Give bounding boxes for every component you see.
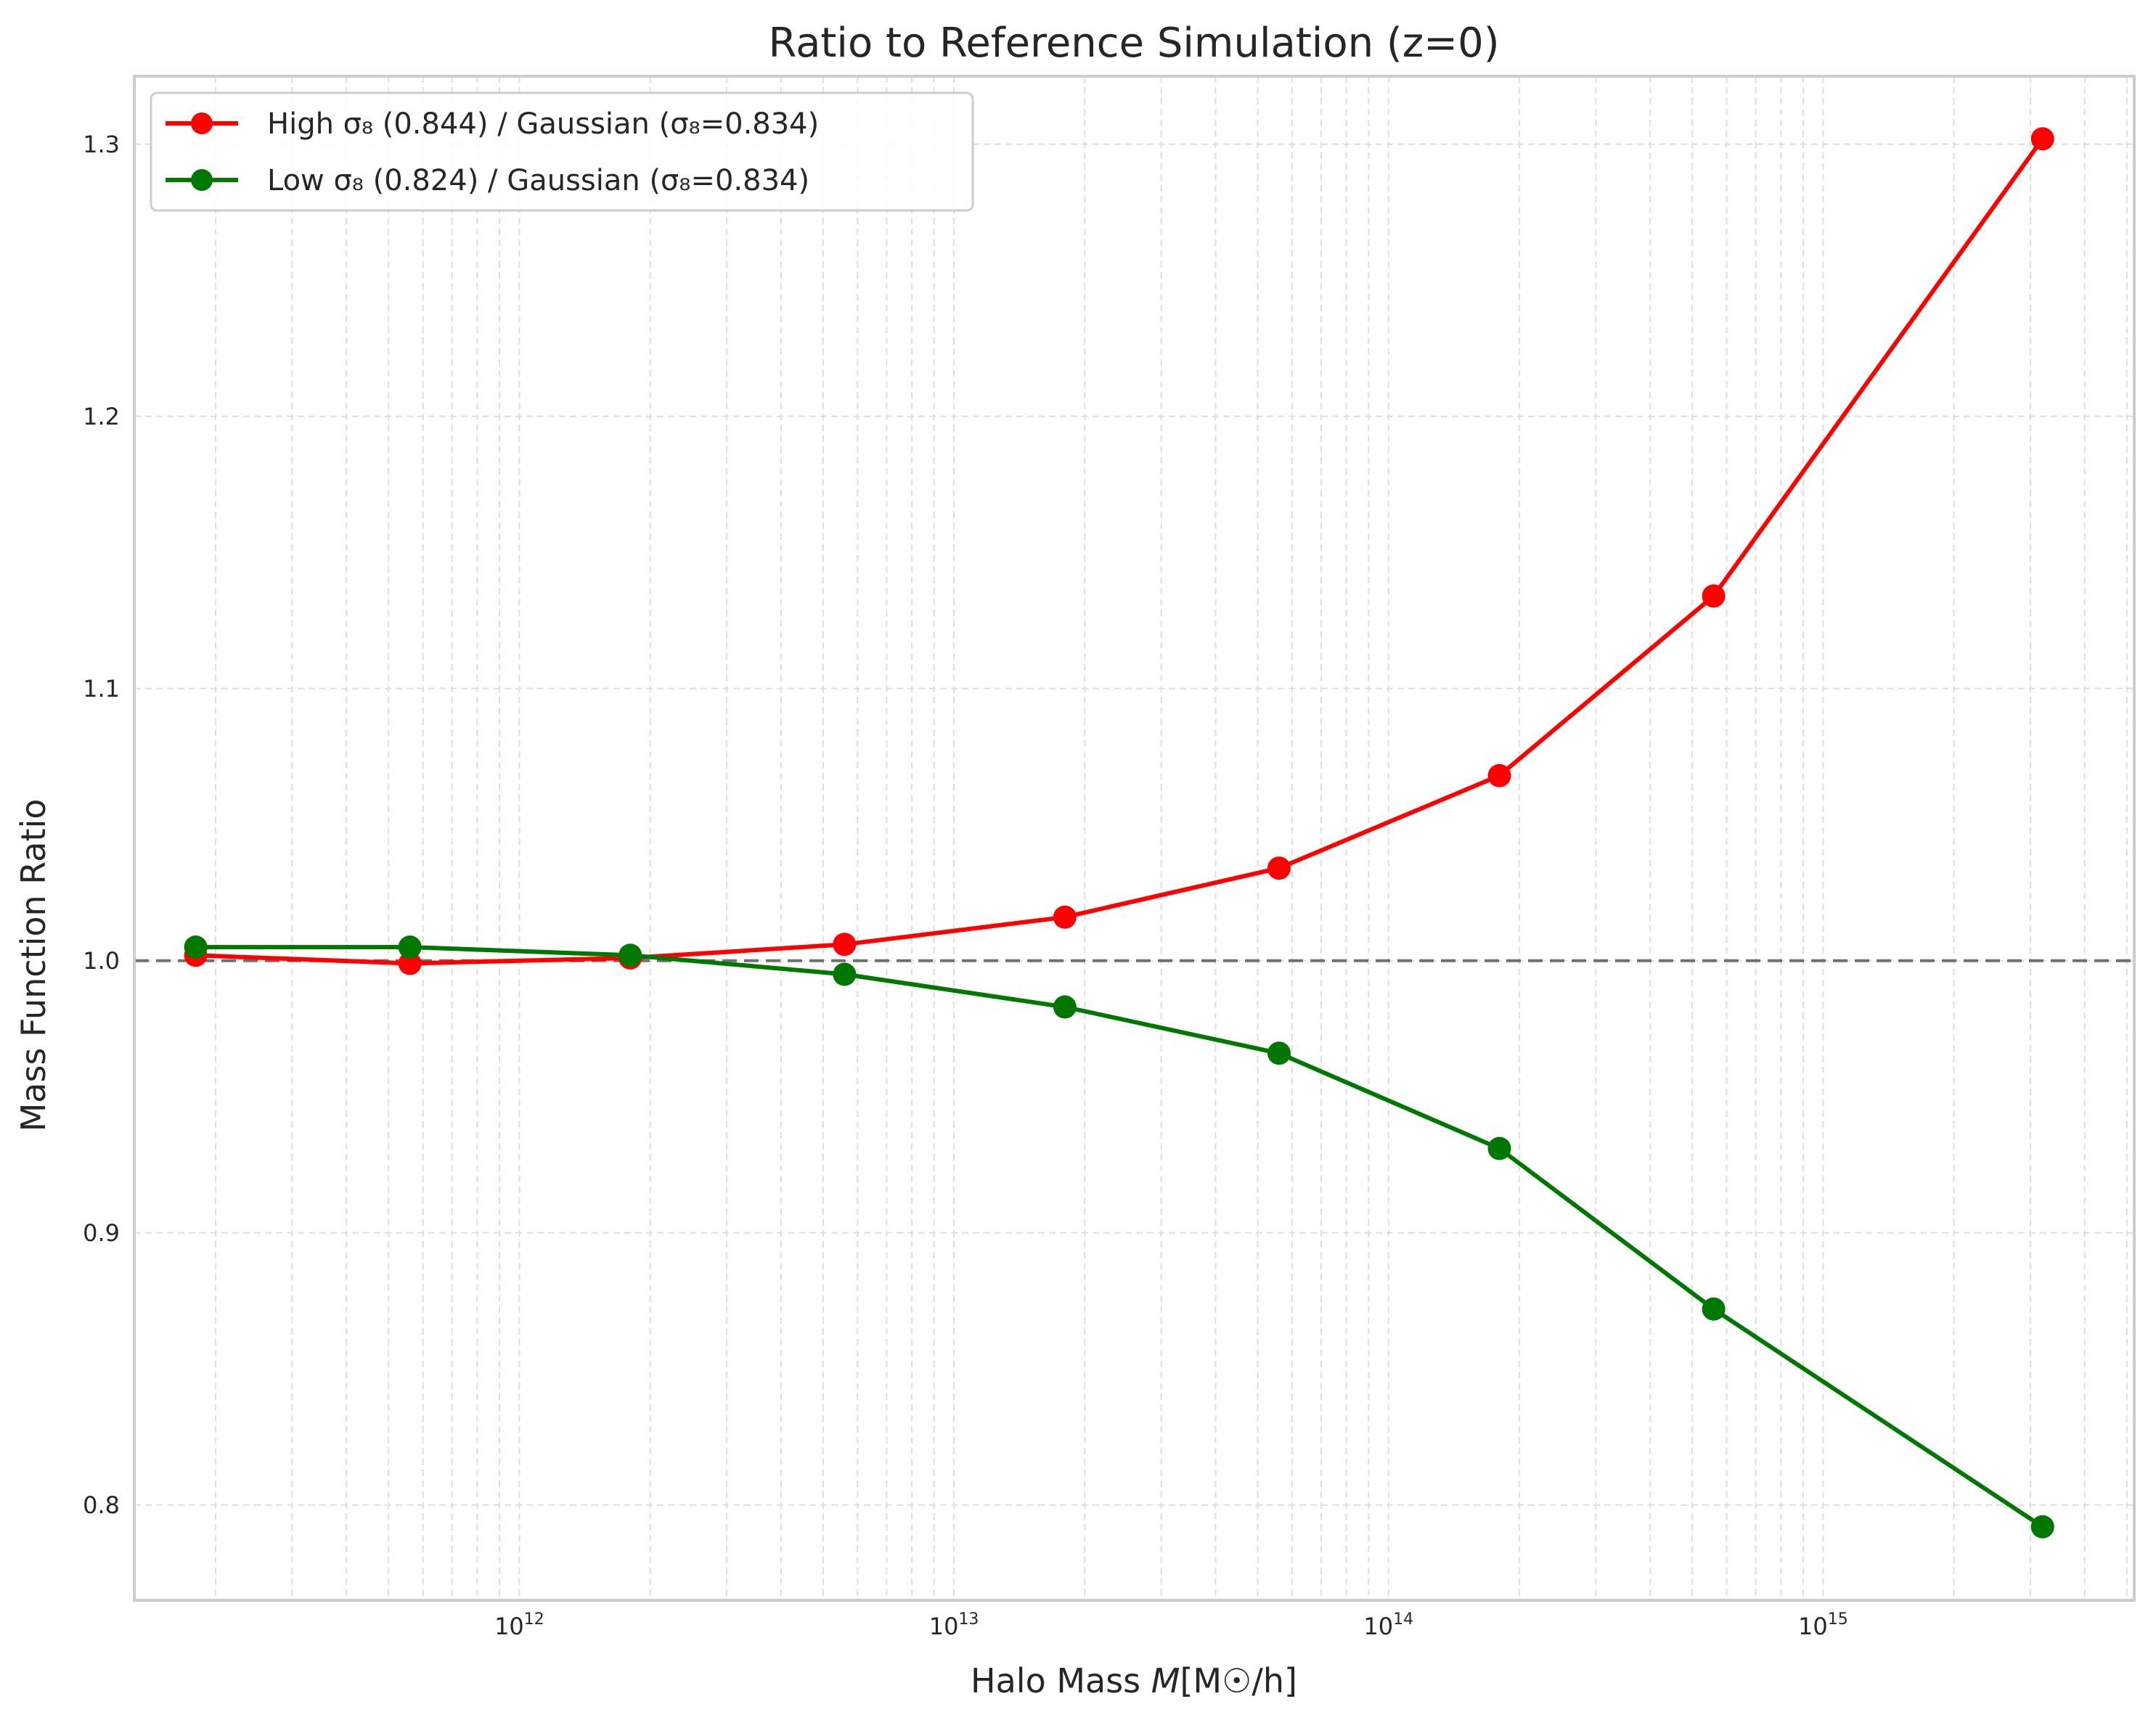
data-point-low xyxy=(184,935,208,959)
data-point-high xyxy=(1702,584,1726,608)
legend-entry-low: Low σ₈ (0.824) / Gaussian (σ₈=0.834) xyxy=(166,164,809,197)
minor-grid xyxy=(214,76,2128,1600)
x-tick-label: 1015 xyxy=(1798,1610,1848,1640)
data-point-high xyxy=(398,951,422,975)
legend-marker-high xyxy=(191,112,213,134)
data-point-low xyxy=(618,943,642,967)
data-point-low xyxy=(1487,1137,1511,1160)
chart-title: Ratio to Reference Simulation (z=0) xyxy=(768,20,1499,67)
data-point-high xyxy=(2030,127,2054,151)
y-tick-label: 0.9 xyxy=(83,1219,120,1247)
data-point-low xyxy=(1702,1297,1726,1321)
legend-box xyxy=(150,91,974,212)
plot-frame xyxy=(133,75,2136,1602)
y-tick-label: 1.3 xyxy=(83,131,120,158)
data-point-high xyxy=(1053,905,1077,929)
plot-area xyxy=(133,75,2136,1602)
y-tick-labels: 0.8 0.9 1.0 1.1 1.2 1.3 xyxy=(83,131,120,1519)
data-point-high xyxy=(833,933,857,957)
data-point-low xyxy=(2030,1515,2054,1539)
y-tick-label: 1.0 xyxy=(83,947,120,975)
data-point-low xyxy=(833,962,857,986)
x-tick-labels: 1012 1013 1014 1015 xyxy=(494,1610,1848,1640)
x-axis-label-variable: M xyxy=(1151,1661,1180,1700)
x-axis-label-units: [M☉/h] xyxy=(1180,1661,1297,1700)
data-point-low xyxy=(1267,1041,1291,1065)
plot-background xyxy=(134,76,2134,1600)
y-tick-label: 1.2 xyxy=(83,403,120,430)
y-axis-label: Mass Function Ratio xyxy=(14,799,53,1132)
x-tick-label: 1012 xyxy=(494,1610,544,1640)
data-point-low xyxy=(398,935,422,959)
data-point-high xyxy=(1487,763,1511,787)
series-layer xyxy=(184,127,2054,1539)
x-axis-label: Halo Mass M[M☉/h] xyxy=(971,1661,1297,1700)
legend-label-low: Low σ₈ (0.824) / Gaussian (σ₈=0.834) xyxy=(267,164,809,197)
x-axis-label-prefix: Halo Mass xyxy=(971,1661,1151,1700)
legend-entry-high: High σ₈ (0.844) / Gaussian (σ₈=0.834) xyxy=(166,107,819,141)
y-tick-label: 1.1 xyxy=(83,675,120,703)
legend-label-high: High σ₈ (0.844) / Gaussian (σ₈=0.834) xyxy=(267,107,819,141)
legend-marker-low xyxy=(191,169,213,191)
data-point-low xyxy=(1053,995,1077,1019)
x-tick-label: 1014 xyxy=(1363,1610,1413,1640)
legend: High σ₈ (0.844) / Gaussian (σ₈=0.834) Lo… xyxy=(150,91,974,212)
x-tick-label: 1013 xyxy=(929,1610,979,1640)
y-tick-label: 0.8 xyxy=(83,1491,120,1519)
data-point-high xyxy=(1267,856,1291,880)
